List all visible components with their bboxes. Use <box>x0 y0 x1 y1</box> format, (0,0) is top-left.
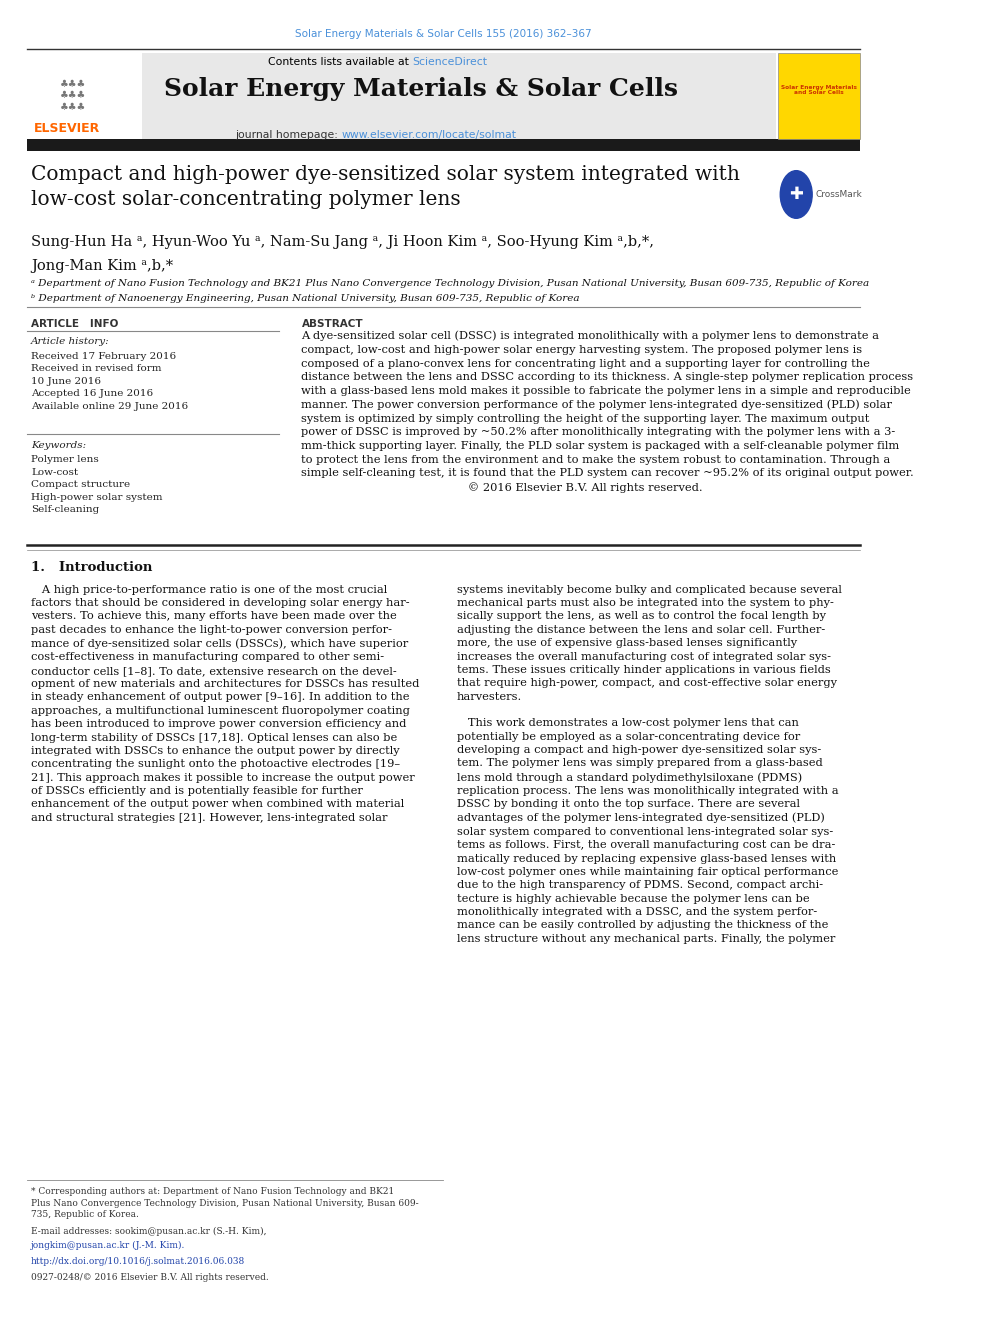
Text: Keywords:: Keywords: <box>31 441 86 450</box>
Text: * Corresponding authors at: Department of Nano Fusion Technology and BK21
Plus N: * Corresponding authors at: Department o… <box>31 1187 419 1220</box>
Text: ABSTRACT: ABSTRACT <box>302 319 363 329</box>
Text: Jong-Man Kim ᵃ,b,*: Jong-Man Kim ᵃ,b,* <box>31 259 174 274</box>
Text: www.elsevier.com/locate/solmat: www.elsevier.com/locate/solmat <box>341 130 517 140</box>
Text: Polymer lens
Low-cost
Compact structure
High-power solar system
Self-cleaning: Polymer lens Low-cost Compact structure … <box>31 455 163 515</box>
Text: Solar Energy Materials & Solar Cells 155 (2016) 362–367: Solar Energy Materials & Solar Cells 155… <box>295 29 591 40</box>
Text: Article history:: Article history: <box>31 337 110 347</box>
FancyBboxPatch shape <box>27 53 776 139</box>
Text: ᵇ Department of Nanoenergy Engineering, Pusan National University, Busan 609-735: ᵇ Department of Nanoenergy Engineering, … <box>31 294 579 303</box>
Text: A high price-to-performance ratio is one of the most crucial
factors that should: A high price-to-performance ratio is one… <box>31 585 420 823</box>
Circle shape <box>781 171 812 218</box>
Text: A dye-sensitized solar cell (DSSC) is integrated monolithically with a polymer l: A dye-sensitized solar cell (DSSC) is in… <box>302 331 915 493</box>
Text: ᵃ Department of Nano Fusion Technology and BK21 Plus Nano Convergence Technology: ᵃ Department of Nano Fusion Technology a… <box>31 279 869 288</box>
FancyBboxPatch shape <box>27 53 142 139</box>
FancyBboxPatch shape <box>779 53 860 139</box>
Text: E-mail addresses: sookim@pusan.ac.kr (S.-H. Kim),: E-mail addresses: sookim@pusan.ac.kr (S.… <box>31 1226 267 1236</box>
Text: systems inevitably become bulky and complicated because several
mechanical parts: systems inevitably become bulky and comp… <box>456 585 841 943</box>
FancyBboxPatch shape <box>27 139 860 151</box>
Text: 0927-0248/© 2016 Elsevier B.V. All rights reserved.: 0927-0248/© 2016 Elsevier B.V. All right… <box>31 1273 269 1282</box>
Text: Compact and high-power dye-sensitized solar system integrated with
low-cost sola: Compact and high-power dye-sensitized so… <box>31 165 740 209</box>
Text: CrossMark: CrossMark <box>815 191 862 198</box>
Text: journal homepage:: journal homepage: <box>235 130 341 140</box>
Text: Contents lists available at: Contents lists available at <box>268 57 413 67</box>
Text: ARTICLE   INFO: ARTICLE INFO <box>31 319 118 329</box>
Text: Sung-Hun Ha ᵃ, Hyun-Woo Yu ᵃ, Nam-Su Jang ᵃ, Ji Hoon Kim ᵃ, Soo-Hyung Kim ᵃ,b,*,: Sung-Hun Ha ᵃ, Hyun-Woo Yu ᵃ, Nam-Su Jan… <box>31 235 654 250</box>
Text: jongkim@pusan.ac.kr (J.-M. Kim).: jongkim@pusan.ac.kr (J.-M. Kim). <box>31 1241 186 1250</box>
Text: 1.   Introduction: 1. Introduction <box>31 561 153 574</box>
Text: Solar Energy Materials & Solar Cells: Solar Energy Materials & Solar Cells <box>164 77 679 101</box>
Text: http://dx.doi.org/10.1016/j.solmat.2016.06.038: http://dx.doi.org/10.1016/j.solmat.2016.… <box>31 1257 245 1266</box>
Text: ♣♣♣
♣♣♣
♣♣♣: ♣♣♣ ♣♣♣ ♣♣♣ <box>60 78 86 112</box>
Text: ✚: ✚ <box>790 185 804 204</box>
Text: Solar Energy Materials
and Solar Cells: Solar Energy Materials and Solar Cells <box>782 85 857 95</box>
Text: ELSEVIER: ELSEVIER <box>34 122 100 135</box>
Text: ScienceDirect: ScienceDirect <box>413 57 487 67</box>
Text: Received 17 February 2016
Received in revised form
10 June 2016
Accepted 16 June: Received 17 February 2016 Received in re… <box>31 352 188 411</box>
